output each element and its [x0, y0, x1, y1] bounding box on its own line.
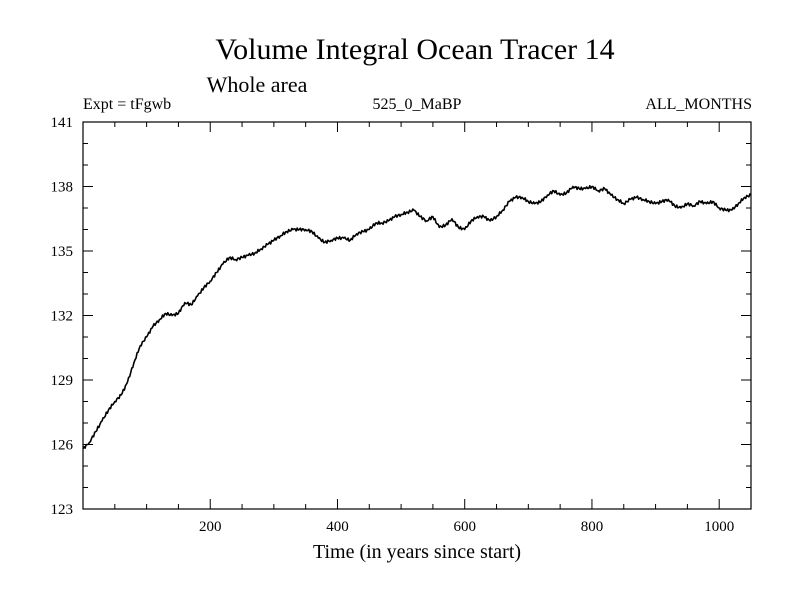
chart-title: Volume Integral Ocean Tracer 14 — [215, 33, 614, 66]
x-tick-label: 600 — [453, 519, 476, 535]
x-axis-tick-labels: 200 400 600 800 1000 — [199, 519, 734, 535]
y-axis-tick-labels: 123 126 129 132 135 138 141 — [51, 115, 74, 518]
chart-subtitle: Whole area — [207, 72, 308, 97]
x-tick-label: 800 — [581, 519, 604, 535]
series-line — [82, 185, 752, 450]
x-axis-ticks — [114, 122, 720, 509]
y-tick-label: 141 — [51, 115, 74, 131]
x-tick-label: 400 — [326, 519, 349, 535]
y-tick-label: 126 — [51, 438, 74, 454]
period-label: 525_0_MaBP — [373, 96, 462, 113]
months-label: ALL_MONTHS — [645, 96, 752, 113]
y-tick-label: 123 — [51, 502, 74, 518]
plot-frame — [82, 121, 752, 510]
y-tick-label: 132 — [51, 309, 74, 325]
experiment-label: Expt = tFgwb — [83, 96, 171, 113]
y-axis-ticks — [83, 121, 751, 510]
x-axis-label: Time (in years since start) — [313, 541, 521, 563]
y-tick-label: 138 — [51, 180, 74, 196]
x-tick-label: 200 — [199, 519, 222, 535]
x-tick-label: 1000 — [704, 519, 734, 535]
y-tick-label: 135 — [51, 244, 74, 260]
y-tick-label: 129 — [51, 373, 74, 389]
